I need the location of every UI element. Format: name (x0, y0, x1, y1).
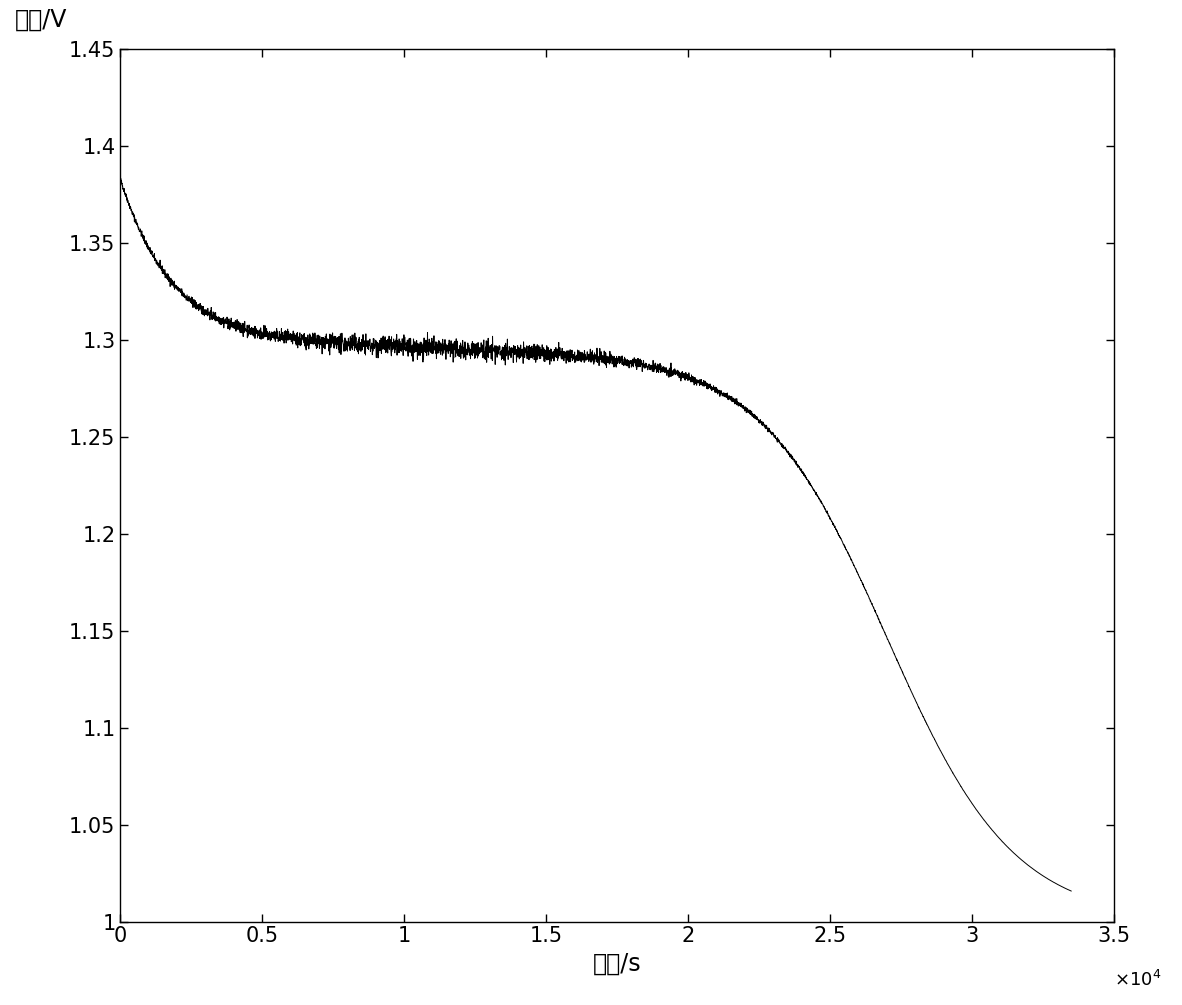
X-axis label: 时间/s: 时间/s (592, 952, 642, 976)
Text: $\times 10^4$: $\times 10^4$ (1113, 970, 1161, 990)
Y-axis label: 电压/V: 电压/V (14, 7, 67, 31)
